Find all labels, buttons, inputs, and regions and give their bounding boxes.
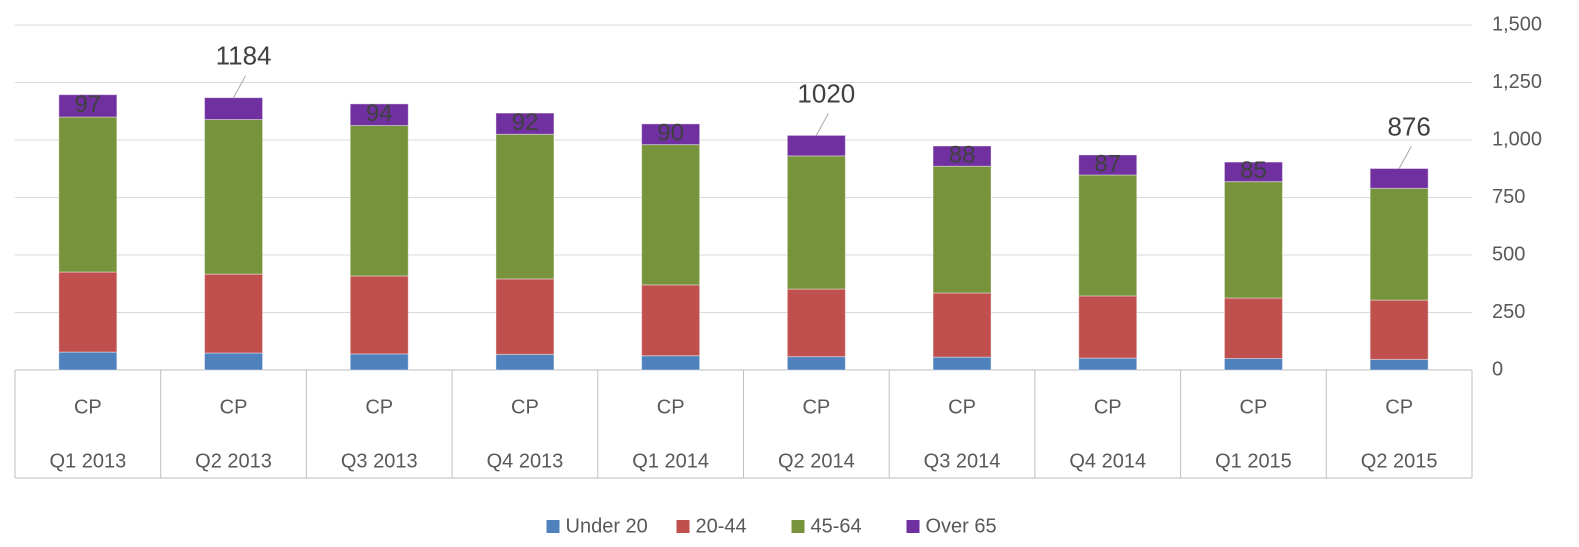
bar-segment	[641, 123, 701, 146]
data-label: 87	[1094, 150, 1121, 177]
y-tick-label: 0	[1492, 358, 1503, 380]
y-tick-label: 1,000	[1492, 128, 1542, 150]
bar-segment	[1078, 295, 1138, 359]
bar-segment	[641, 144, 701, 286]
group-label: CP	[1385, 396, 1413, 418]
group-label: CP	[948, 396, 976, 418]
bar-segment	[1223, 297, 1283, 360]
x-tick-label: Q2 2013	[195, 450, 272, 472]
bar-segment	[204, 119, 264, 275]
bar-segment	[1223, 181, 1283, 299]
bar-segment	[1078, 174, 1138, 297]
bar-segment	[495, 278, 555, 355]
bar-segment	[495, 133, 555, 280]
x-tick-label: Q1 2015	[1215, 450, 1292, 472]
bar-segment	[58, 94, 118, 118]
group-label: CP	[365, 396, 393, 418]
bar-segment	[1369, 187, 1429, 301]
y-tick-label: 1,250	[1492, 71, 1542, 93]
data-label: 90	[657, 120, 684, 147]
legend-swatch	[791, 520, 805, 533]
bar-segment	[1369, 358, 1429, 371]
bar-segment	[349, 103, 409, 127]
bar-segment	[1078, 357, 1138, 371]
y-tick-label: 1,500	[1492, 13, 1542, 35]
bar-segment	[932, 356, 992, 371]
y-tick-label: 500	[1492, 243, 1525, 265]
legend-swatch	[906, 520, 920, 533]
x-tick-label: Q4 2014	[1069, 450, 1146, 472]
group-label: CP	[657, 396, 685, 418]
x-tick-label: Q2 2015	[1361, 450, 1438, 472]
x-tick-label: Q3 2013	[341, 450, 418, 472]
x-tick-label: Q4 2013	[487, 450, 564, 472]
leader-line	[233, 75, 246, 98]
bar-segment	[932, 145, 992, 167]
total-label: 876	[1387, 111, 1430, 141]
y-tick-label: 750	[1492, 186, 1525, 208]
bar-segment	[58, 351, 118, 371]
bar-segment	[204, 352, 264, 371]
bar-segment	[1369, 299, 1429, 360]
bar-segment	[495, 353, 555, 371]
bar-segment	[932, 165, 992, 294]
bar-segment	[495, 112, 555, 135]
bar-segment	[349, 125, 409, 277]
bar-segment	[641, 284, 701, 357]
bar-segment	[786, 356, 846, 371]
total-label: 1020	[797, 78, 855, 108]
bar-segment	[349, 353, 409, 371]
bar-segment	[1369, 168, 1429, 189]
bar-segment	[349, 275, 409, 355]
group-label: CP	[74, 396, 102, 418]
bar-segment	[786, 134, 846, 157]
group-label: CP	[1240, 396, 1268, 418]
x-tick-label: Q2 2014	[778, 450, 855, 472]
bar-segment	[1223, 161, 1283, 183]
x-tick-label: Q3 2014	[924, 450, 1001, 472]
data-label: 97	[74, 91, 101, 118]
bar-segment	[58, 271, 118, 353]
group-label: CP	[220, 396, 248, 418]
group-label: CP	[1094, 396, 1122, 418]
bar-segment	[204, 273, 264, 354]
legend-swatch	[676, 520, 690, 533]
data-label: 88	[949, 141, 976, 168]
legend-swatch	[546, 520, 560, 533]
bar-segment	[786, 288, 846, 358]
x-tick-label: Q1 2014	[632, 450, 709, 472]
leader-line	[1398, 146, 1412, 169]
data-label: 92	[512, 109, 539, 136]
bar-segment	[204, 97, 264, 121]
bar-segment	[1078, 154, 1138, 176]
bar-segment	[932, 292, 992, 358]
data-label: 85	[1240, 157, 1267, 184]
bar-segment	[58, 116, 118, 273]
legend-label: 45-64	[811, 515, 862, 537]
legend-label: Under 20	[566, 515, 648, 537]
group-label: CP	[511, 396, 539, 418]
bar-segment	[786, 155, 846, 290]
legend-label: 20-44	[696, 515, 747, 537]
bar-segment	[641, 355, 701, 371]
leader-line	[815, 113, 829, 136]
legend-label: Over 65	[926, 515, 997, 537]
group-label: CP	[802, 396, 830, 418]
x-tick-label: Q1 2013	[49, 450, 126, 472]
data-label: 94	[366, 100, 393, 127]
bar-segment	[1223, 358, 1283, 371]
y-tick-label: 250	[1492, 301, 1525, 323]
total-label: 1184	[216, 41, 272, 71]
